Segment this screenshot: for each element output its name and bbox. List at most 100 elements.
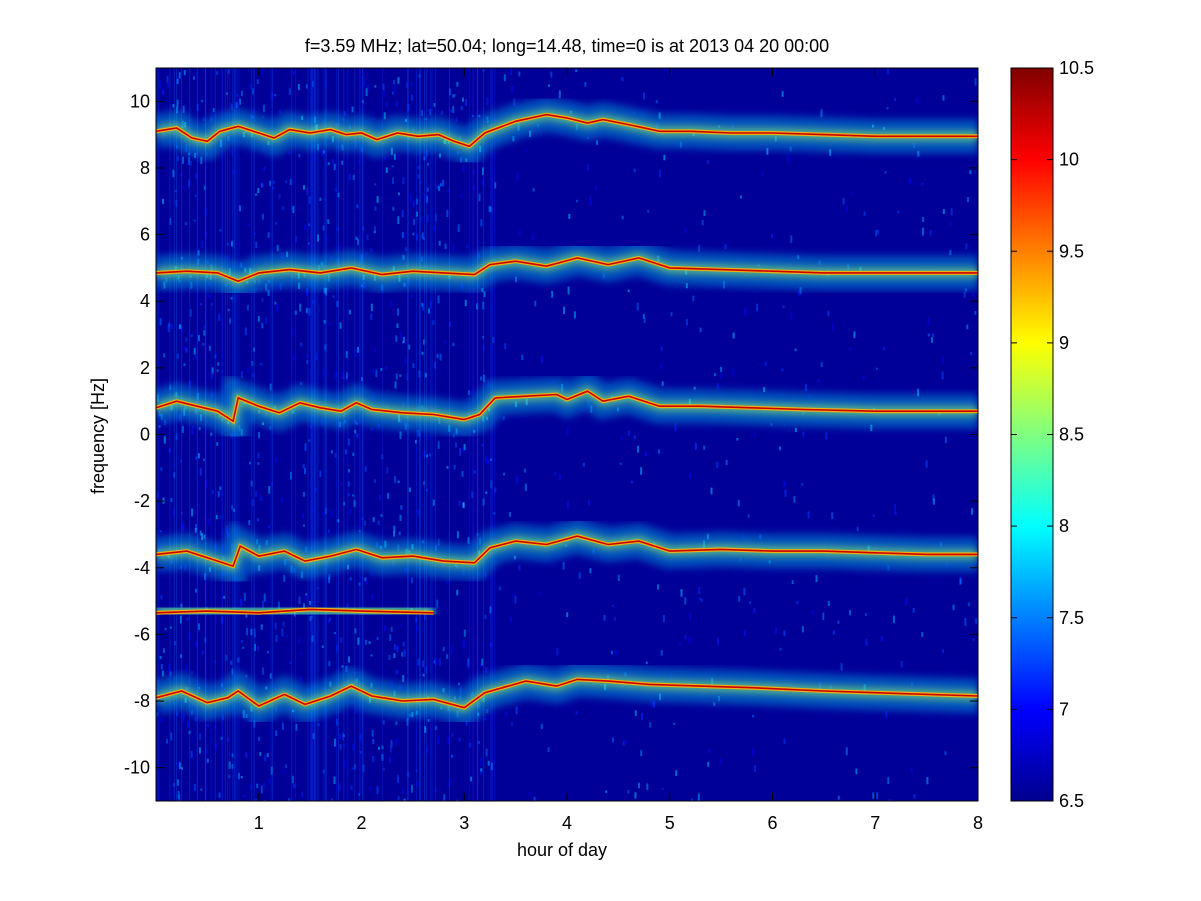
noise-speckle <box>376 196 379 203</box>
noise-speckle <box>634 792 637 799</box>
noise-speckle <box>403 233 406 238</box>
noise-speckle <box>446 580 449 585</box>
noise-speckle <box>263 166 266 172</box>
noise-speckle <box>418 433 421 437</box>
noise-speckle <box>312 299 315 304</box>
noise-speckle <box>909 177 912 184</box>
noise-speckle <box>197 335 200 342</box>
noise-speckle <box>211 372 213 379</box>
noise-speckle <box>160 663 163 670</box>
noise-speckle <box>256 783 259 789</box>
y-tick-label: 4 <box>140 291 150 311</box>
noise-speckle <box>394 381 397 389</box>
noise-speckle <box>969 352 972 356</box>
noise-speckle <box>720 366 723 373</box>
noise-speckle <box>166 75 169 83</box>
noise-speckle <box>347 438 350 446</box>
noise-speckle <box>215 743 217 749</box>
noise-speckle <box>328 576 331 584</box>
noise-speckle <box>680 589 683 597</box>
noise-speckle <box>462 502 465 508</box>
noise-speckle <box>205 748 208 755</box>
noise-speckle <box>194 717 197 722</box>
noise-speckle <box>441 110 444 115</box>
noise-speckle <box>281 628 284 637</box>
noise-speckle <box>503 74 506 82</box>
noise-speckle <box>392 206 395 211</box>
noise-speckle <box>425 666 428 674</box>
noise-speckle <box>346 372 348 380</box>
noise-speckle <box>439 153 441 158</box>
noise-speckle <box>419 180 422 184</box>
noise-speckle <box>292 354 295 361</box>
noise-speckle <box>352 743 355 751</box>
noise-speckle <box>182 156 184 165</box>
noise-speckle <box>525 149 528 153</box>
noise-speckle <box>406 373 409 381</box>
noise-speckle <box>180 511 183 515</box>
noise-speckle <box>625 740 628 744</box>
noise-speckle <box>736 438 739 441</box>
noise-speckle <box>211 303 214 306</box>
noise-speckle <box>170 732 173 741</box>
noise-speckle <box>521 354 524 360</box>
noise-speckle <box>752 714 755 718</box>
noise-speckle <box>482 345 485 351</box>
noise-speckle <box>691 798 694 801</box>
noise-speckle <box>275 222 278 225</box>
noise-speckle <box>657 584 660 590</box>
noise-speckle <box>362 226 365 231</box>
noise-speckle <box>492 337 495 344</box>
noise-speckle <box>197 453 200 459</box>
noise-speckle <box>751 749 754 756</box>
noise-speckle <box>611 737 614 743</box>
noise-speckle <box>282 206 285 211</box>
noise-speckle <box>411 94 414 101</box>
noise-speckle <box>382 83 385 91</box>
noise-speckle <box>217 490 220 498</box>
noise-speckle <box>288 798 291 801</box>
noise-speckle <box>408 344 411 350</box>
noise-speckle <box>199 733 202 740</box>
noise-speckle <box>356 422 359 426</box>
noise-speckle <box>229 318 232 324</box>
noise-speckle <box>235 102 238 108</box>
noise-speckle <box>250 784 253 790</box>
noise-speckle <box>333 776 336 785</box>
noise-speckle <box>801 483 804 486</box>
noise-speckle <box>900 661 903 668</box>
noise-speckle <box>253 347 255 352</box>
noise-speckle <box>311 81 314 87</box>
noise-speckle <box>422 673 425 677</box>
noise-speckle <box>554 472 557 475</box>
noise-speckle <box>423 236 425 240</box>
noise-speckle <box>300 382 303 385</box>
noise-speckle <box>363 74 366 79</box>
noise-speckle <box>827 600 830 606</box>
noise-speckle <box>575 711 578 715</box>
y-tick-label: 10 <box>130 91 150 111</box>
noise-speckle <box>213 660 216 664</box>
noise-speckle <box>426 214 429 223</box>
noise-speckle <box>663 154 666 161</box>
noise-speckle <box>193 347 196 355</box>
noise-speckle <box>324 344 327 351</box>
noise-speckle <box>701 220 704 226</box>
noise-speckle <box>341 160 344 165</box>
noise-speckle <box>426 187 429 192</box>
noise-speckle <box>753 607 756 613</box>
noise-speckle <box>976 70 978 75</box>
noise-speckle <box>343 501 346 506</box>
noise-speckle <box>437 538 440 546</box>
noise-speckle <box>226 254 229 261</box>
noise-speckle <box>694 442 697 450</box>
noise-speckle <box>255 490 258 498</box>
noise-speckle <box>720 373 723 380</box>
colorbar-tick-label: 7.5 <box>1059 608 1084 628</box>
noise-speckle <box>627 430 630 436</box>
noise-speckle <box>486 97 489 106</box>
noise-speckle <box>375 369 378 378</box>
noise-speckle <box>917 388 920 397</box>
noise-speckle <box>589 196 592 205</box>
y-tick-label: 2 <box>140 358 150 378</box>
